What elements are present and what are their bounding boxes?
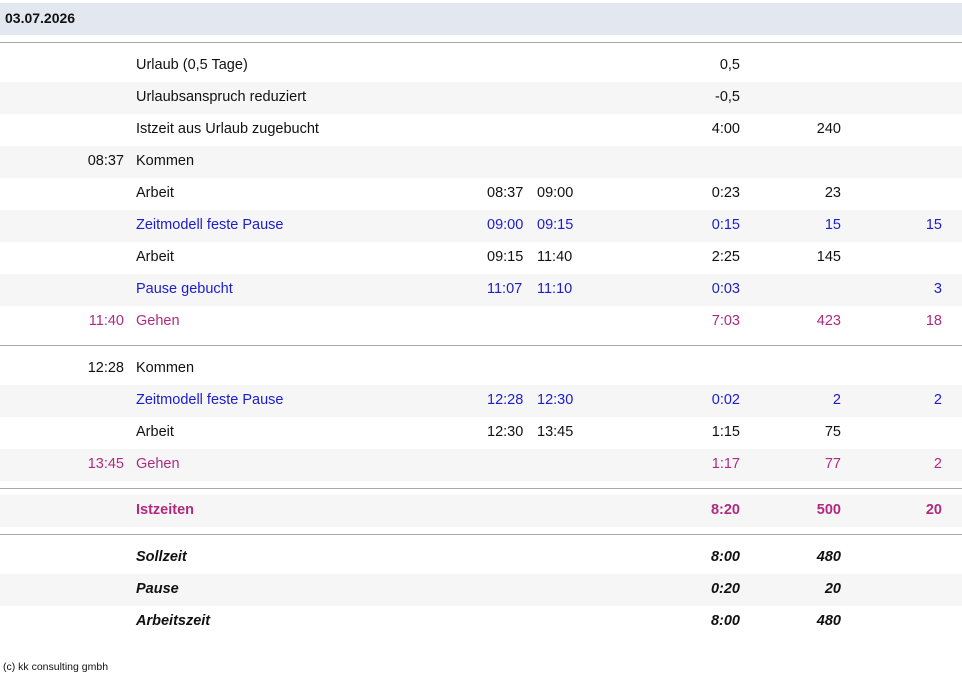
minutes-cell: 77 (824, 456, 841, 472)
duration-cell: 2:25 (711, 249, 740, 265)
table-row: Istzeiten 8:20 500 20 (0, 495, 962, 527)
table-row: 13:45 Gehen 1:17 77 2 (0, 449, 962, 481)
table-row: Zeitmodell feste Pause 09:00 09:15 0:15 15 15 (0, 210, 962, 242)
label-cell: Kommen (136, 153, 195, 169)
minutes-cell: 15 (824, 217, 841, 233)
duration-cell: 0:02 (711, 392, 740, 408)
pause-cell: 3 (933, 281, 942, 297)
pause-cell: 2 (933, 456, 942, 472)
label-cell: Arbeitszeit (136, 613, 211, 629)
label-cell: Istzeit aus Urlaub zugebucht (136, 121, 319, 137)
label-cell: Zeitmodell feste Pause (136, 392, 284, 408)
time-cell: 12:28 (87, 360, 124, 376)
label-cell: Pause (136, 581, 179, 597)
label-cell: Urlaub (0,5 Tage) (136, 57, 248, 73)
label-cell: Gehen (136, 313, 180, 329)
to-cell: 12:30 (537, 392, 574, 408)
duration-cell: 8:20 (710, 502, 740, 518)
label-cell: Urlaubsanspruch reduziert (136, 89, 307, 105)
divider (0, 534, 962, 535)
pause-cell: 15 (925, 217, 942, 233)
label-cell: Kommen (136, 360, 195, 376)
to-cell: 09:00 (537, 185, 574, 201)
label-cell: Arbeit (136, 249, 174, 265)
label-cell: Arbeit (136, 424, 174, 440)
divider (0, 42, 962, 43)
duration-cell: 0,5 (719, 57, 740, 73)
to-cell: 11:10 (537, 281, 573, 297)
duration-cell: 8:00 (710, 549, 740, 565)
table-row: 08:37 Kommen (0, 146, 962, 178)
label-cell: Istzeiten (136, 502, 195, 518)
table-row: Urlaub (0,5 Tage) 0,5 (0, 50, 962, 82)
time-cell: 11:40 (88, 313, 124, 329)
minutes-cell: 480 (816, 549, 841, 565)
table-row: Pause 0:20 20 (0, 574, 962, 606)
table-row: 12:28 Kommen (0, 353, 962, 385)
minutes-cell: 480 (816, 613, 841, 629)
divider (0, 488, 962, 489)
time-cell: 08:37 (87, 153, 124, 169)
table-row: Sollzeit 8:00 480 (0, 542, 962, 574)
minutes-cell: 2 (832, 392, 841, 408)
table-row: Zeitmodell feste Pause 12:28 12:30 0:02 2 2 (0, 385, 962, 417)
minutes-cell: 240 (816, 121, 841, 137)
footer: (c) kk consulting gmbh (3, 661, 109, 673)
pause-cell: 20 (925, 502, 942, 518)
from-cell: 12:30 (487, 424, 524, 440)
table-row: 11:40 Gehen 7:03 423 18 (0, 306, 962, 338)
duration-cell: 0:15 (711, 217, 740, 233)
table-row: Istzeit aus Urlaub zugebucht 4:00 240 (0, 114, 962, 146)
table-row: Arbeit 08:37 09:00 0:23 23 (0, 178, 962, 210)
duration-cell: -0,5 (715, 89, 740, 105)
table-row: Arbeit 09:15 11:40 2:25 145 (0, 242, 962, 274)
date: 03.07.2026 (5, 10, 76, 26)
duration-cell: 8:00 (710, 613, 740, 629)
minutes-cell: 20 (824, 581, 841, 597)
table-row: Urlaubsanspruch reduziert -0,5 (0, 82, 962, 114)
label-cell: Zeitmodell feste Pause (136, 217, 284, 233)
table-row: Arbeit 12:30 13:45 1:15 75 (0, 417, 962, 449)
label-cell: Sollzeit (136, 549, 187, 565)
from-cell: 09:15 (487, 249, 524, 265)
label-cell: Gehen (136, 456, 180, 472)
duration-cell: 7:03 (711, 313, 740, 329)
time-cell: 13:45 (87, 456, 124, 472)
duration-cell: 0:20 (710, 581, 740, 597)
table-row: Arbeitszeit 8:00 480 (0, 606, 962, 638)
from-cell: 12:28 (487, 392, 524, 408)
minutes-cell: 145 (816, 249, 841, 265)
pause-cell: 2 (933, 392, 942, 408)
pause-cell: 18 (925, 313, 942, 329)
minutes-cell: 423 (816, 313, 841, 329)
to-cell: 13:45 (537, 424, 574, 440)
minutes-cell: 75 (824, 424, 841, 440)
label-cell: Arbeit (136, 185, 174, 201)
duration-cell: 0:03 (711, 281, 740, 297)
minutes-cell: 23 (824, 185, 841, 201)
duration-cell: 0:23 (711, 185, 740, 201)
label-cell: Pause gebucht (136, 281, 233, 297)
to-cell: 11:40 (537, 249, 573, 265)
divider (0, 345, 962, 346)
minutes-cell: 500 (816, 502, 841, 518)
table-row: Pause gebucht 11:07 11:10 0:03 3 (0, 274, 962, 306)
from-cell: 09:00 (487, 217, 524, 233)
from-cell: 11:07 (487, 281, 523, 297)
duration-cell: 1:15 (711, 424, 740, 440)
header-bar (0, 3, 962, 35)
from-cell: 08:37 (487, 185, 524, 201)
to-cell: 09:15 (537, 217, 574, 233)
duration-cell: 1:17 (711, 456, 740, 472)
duration-cell: 4:00 (711, 121, 740, 137)
